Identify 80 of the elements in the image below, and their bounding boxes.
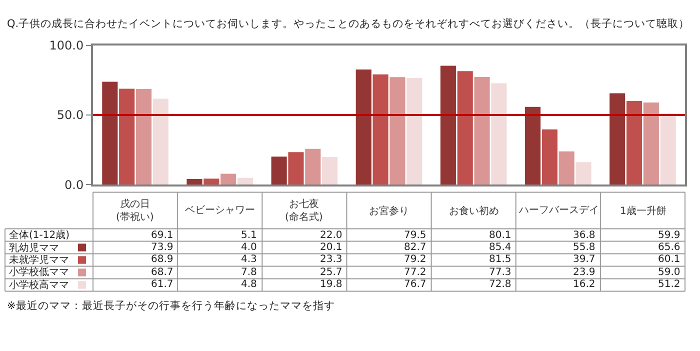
data-label: 77.2 xyxy=(404,267,426,278)
bar xyxy=(237,178,254,185)
data-label: 19.8 xyxy=(320,279,342,290)
bar xyxy=(186,179,202,185)
legend-label: 小学校高ママ xyxy=(9,279,69,291)
bar xyxy=(626,100,642,185)
y-tick-label: 50.0 xyxy=(56,108,84,122)
x-tick-label: お七夜 (命名式) xyxy=(285,198,323,223)
text: 22.0 xyxy=(320,230,342,241)
data-label: 4.0 xyxy=(241,242,257,253)
data-label: 59.0 xyxy=(658,267,680,278)
bar xyxy=(576,162,592,185)
data-label: 76.7 xyxy=(404,279,426,290)
legend-label: 未就学児ママ xyxy=(9,254,69,266)
chart-title: Q.子供の成長に合わせたイベントについてお伺いします。やったことのあるものをそれぞれすべてお選びください。（長子について聴取） xyxy=(7,17,690,30)
bar xyxy=(406,78,422,185)
text: 59.9 xyxy=(658,230,680,241)
bar xyxy=(288,152,304,185)
data-label: 61.7 xyxy=(151,279,174,290)
data-label: 81.5 xyxy=(489,254,512,265)
bar xyxy=(271,156,287,185)
text: 69.1 xyxy=(151,230,174,241)
bar xyxy=(372,74,388,185)
data-label: 25.7 xyxy=(320,267,342,278)
data-label: 79.2 xyxy=(404,254,426,265)
x-tick-label: 1歳一升餅 xyxy=(620,205,666,217)
text: ※最近のママ：最近長子がその行事を行う年齢になったママを指す xyxy=(7,299,335,312)
x-tick-label: お食い初め xyxy=(449,205,499,217)
data-label: 7.8 xyxy=(241,267,257,278)
bar xyxy=(152,98,168,185)
y-tick-label: 0.0 xyxy=(64,178,84,192)
x-tick-label: 戌の日 (帯祝い) xyxy=(116,198,154,223)
data-label: 4.8 xyxy=(241,279,257,290)
y-tick-label: 100.0 xyxy=(49,38,84,53)
legend-label: 小学校低ママ xyxy=(9,266,69,278)
bar xyxy=(356,69,372,185)
data-label: 23.9 xyxy=(573,267,596,278)
data-label: 82.7 xyxy=(404,242,426,253)
bar xyxy=(474,77,490,185)
bar xyxy=(457,71,473,185)
bar xyxy=(119,88,135,185)
bar xyxy=(524,106,541,185)
bar xyxy=(322,157,338,185)
bar xyxy=(102,82,118,185)
bar xyxy=(491,83,507,185)
data-label: 51.2 xyxy=(658,279,680,290)
bar xyxy=(542,129,558,185)
bar xyxy=(660,113,676,185)
bar xyxy=(610,93,626,185)
text: 80.1 xyxy=(489,230,512,241)
data-label: 20.1 xyxy=(320,242,342,253)
bar xyxy=(136,88,152,185)
text: 全体(1-12歳) xyxy=(9,229,70,241)
text: 36.8 xyxy=(573,230,596,241)
bar xyxy=(220,174,236,185)
data-label: 72.8 xyxy=(489,279,512,290)
bar xyxy=(390,77,406,185)
x-tick-label: お宮参り xyxy=(369,205,409,217)
bar xyxy=(643,102,659,185)
data-label: 23.3 xyxy=(320,254,342,265)
legend-label: 乳幼児ママ xyxy=(9,242,59,254)
bar xyxy=(558,151,574,185)
text: 79.5 xyxy=(404,230,426,241)
x-tick-label: ベビーシャワー xyxy=(185,205,255,216)
data-label: 68.7 xyxy=(151,267,174,278)
x-tick-label: ハーフバースデイ xyxy=(518,205,599,216)
data-label: 39.7 xyxy=(573,254,596,265)
data-label: 68.9 xyxy=(151,254,174,265)
data-label: 55.8 xyxy=(573,242,596,253)
data-label: 4.3 xyxy=(241,254,257,265)
bar xyxy=(204,178,220,185)
data-label: 65.6 xyxy=(658,242,680,253)
text: 5.1 xyxy=(241,230,257,241)
data-label: 16.2 xyxy=(573,279,596,290)
bar xyxy=(305,148,321,185)
bar xyxy=(440,66,456,185)
data-label: 60.1 xyxy=(658,254,680,265)
data-label: 85.4 xyxy=(489,242,512,253)
data-label: 73.9 xyxy=(151,242,174,253)
data-label: 77.3 xyxy=(489,267,512,278)
